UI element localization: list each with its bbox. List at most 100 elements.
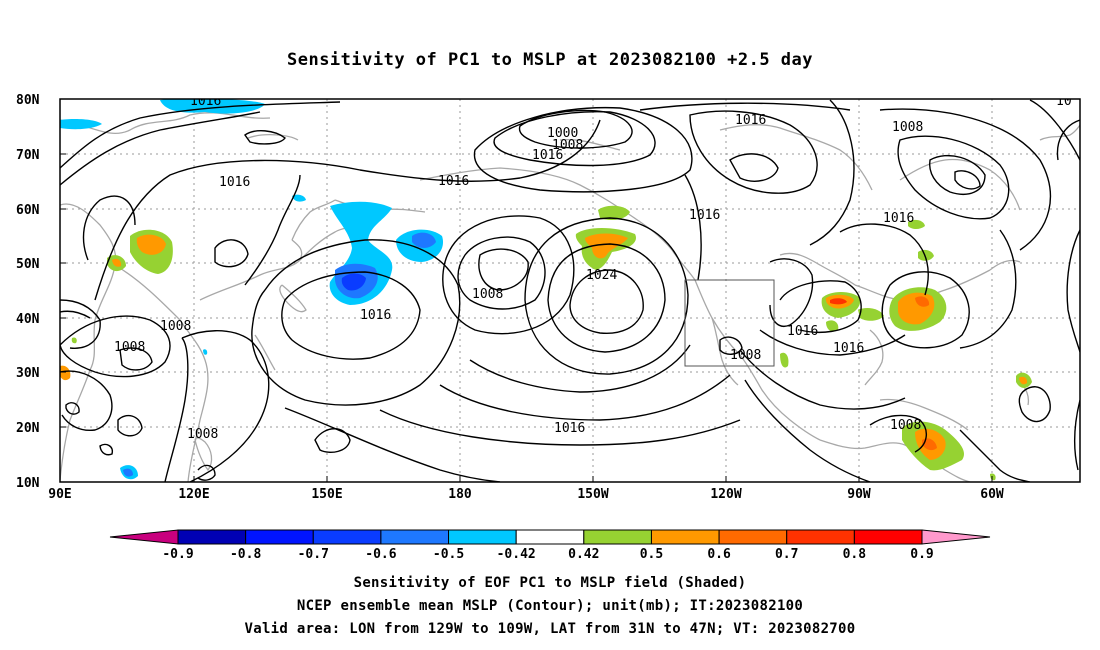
colorbar-label: 0.6 [707, 547, 731, 562]
longitude-labels: 90E 120E 150E 180 150W 120W 90W 60W [48, 487, 1004, 502]
colorbar-label: -0.9 [162, 547, 193, 562]
shade-positive-small-1 [826, 320, 839, 332]
contour-label: 1008 [552, 138, 583, 153]
contour-label: 1016 [438, 174, 469, 189]
shade-positive-greatlakes-2 [858, 308, 884, 321]
colorbar-segment [718, 529, 788, 545]
shade-negative-dot [203, 349, 208, 355]
lon-label: 90W [847, 487, 871, 502]
shade-positive-asia-core [136, 234, 166, 255]
shade-positive-small-6 [990, 473, 996, 481]
shade-positive-gulf [598, 205, 630, 220]
lon-label: 60W [980, 487, 1004, 502]
colorbar-segment [380, 529, 450, 545]
colorbar-label: 0.7 [775, 547, 798, 562]
lat-label: 30N [16, 366, 40, 381]
shade-positive-greatlakes-peak [830, 298, 847, 305]
colorbar-label: 0.8 [843, 547, 867, 562]
map-frame [59, 98, 1081, 483]
colorbar-segment [515, 529, 585, 545]
contour-label: 1024 [586, 268, 617, 283]
shade-positive-small-4 [780, 352, 789, 368]
contour-label: 1008 [890, 418, 921, 433]
shade-negative-east-core [412, 232, 436, 248]
colorbar-segment [650, 529, 720, 545]
valid-area-box [684, 279, 775, 367]
footer-line-2: NCEP ensemble mean MSLP (Contour); unit(… [296, 598, 804, 614]
shade-positive-asia-2-core [112, 258, 122, 267]
shade-negative-kamchatka-peak [341, 273, 366, 291]
contour-label: 10 [1056, 94, 1072, 109]
shade-positive-west-edge [60, 365, 71, 381]
colorbar: -0.9 -0.8 -0.7 -0.6 -0.5 -0.42 0.42 0.5 0.6 0.7 0.… [109, 529, 991, 562]
lon-label: 120E [178, 487, 209, 502]
colorbar-label: 0.5 [640, 547, 663, 562]
colorbar-segment [583, 529, 652, 545]
colorbar-extend-low [109, 529, 179, 545]
contour-label: 1016 [554, 421, 585, 436]
colorbar-segment [853, 529, 923, 545]
shade-positive-atlantic-peak [915, 296, 930, 307]
colorbar-label: -0.8 [230, 547, 261, 562]
lon-label: 150W [577, 487, 608, 502]
colorbar-label: -0.7 [298, 547, 329, 562]
latitude-labels: 80N 70N 60N 50N 40N 30N 20N 10N [16, 93, 40, 491]
colorbar-segment [312, 529, 382, 545]
colorbar-label: -0.5 [433, 547, 464, 562]
coastlines [60, 112, 1080, 482]
lon-label: 150E [311, 487, 342, 502]
sensitivity-shading [60, 99, 1032, 481]
contour-label: 1016 [833, 341, 864, 356]
axis-ticks [59, 98, 993, 483]
contour-label: 1000 [547, 126, 578, 141]
contour-label: 1008 [160, 319, 191, 334]
contour-label: 1016 [883, 211, 914, 226]
colorbar-segment [245, 529, 314, 545]
lat-label: 70N [16, 148, 40, 163]
colorbar-label: -0.42 [497, 547, 536, 562]
contour-label: 1016 [787, 324, 818, 339]
shade-positive-small-3 [908, 219, 925, 229]
shade-positive-pacific-core [585, 233, 628, 259]
lon-label: 90E [48, 487, 71, 502]
contour-label: 1016 [689, 208, 720, 223]
lat-label: 50N [16, 257, 40, 272]
contour-label: 1008 [892, 120, 923, 135]
shade-positive-small-7 [71, 337, 77, 344]
map-title: Sensitivity of PC1 to MSLP at 2023082100… [286, 50, 813, 70]
lat-label: 60N [16, 203, 40, 218]
contour-label: 1016 [360, 308, 391, 323]
shade-positive-small-2 [918, 249, 934, 261]
contour-label: 1016 [532, 148, 563, 163]
contour-label: 1016 [735, 113, 766, 128]
lat-label: 80N [16, 93, 40, 108]
shade-negative-west [60, 119, 102, 130]
lat-label: 20N [16, 421, 40, 436]
colorbar-label: -0.6 [365, 547, 396, 562]
shade-negative-small [292, 194, 306, 202]
footer-line-1: Sensitivity of EOF PC1 to MSLP field (Sh… [353, 575, 747, 591]
lat-label: 10N [16, 476, 40, 491]
colorbar-segment [786, 529, 855, 545]
mslp-contours [60, 99, 1080, 482]
contour-label: 1016 [219, 175, 250, 190]
contour-label: 1016 [190, 94, 221, 109]
shade-negative-south-core [123, 468, 133, 477]
lon-label: 120W [710, 487, 741, 502]
shade-positive-small-5-core [1019, 376, 1028, 385]
contour-label: 1008 [187, 427, 218, 442]
colorbar-label: 0.9 [910, 547, 933, 562]
colorbar-extend-high [921, 529, 991, 545]
contour-labels: 1016 1000 1008 1016 1016 1008 1016 1016 … [114, 94, 1072, 442]
contour-label: 1008 [114, 340, 145, 355]
colorbar-label: 0.42 [568, 547, 599, 562]
contour-label: 1008 [730, 348, 761, 363]
grid-lines [60, 99, 1080, 482]
colorbar-segment [177, 529, 247, 545]
contour-label: 1008 [472, 287, 503, 302]
lon-label: 180 [448, 487, 472, 502]
lat-label: 40N [16, 312, 40, 327]
colorbar-segment [448, 529, 517, 545]
footer-line-3: Valid area: LON from 129W to 109W, LAT f… [244, 621, 856, 637]
